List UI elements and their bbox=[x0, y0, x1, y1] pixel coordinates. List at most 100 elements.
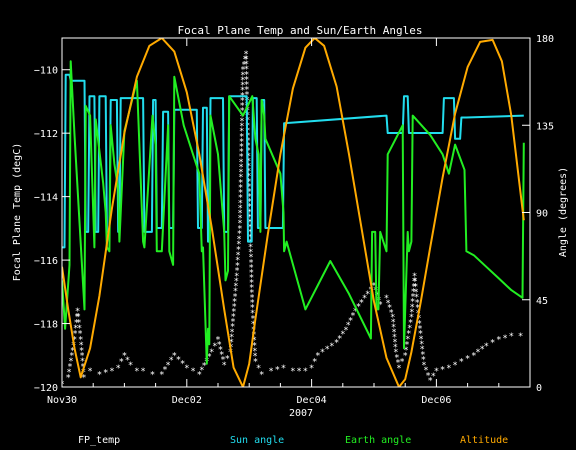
data-point-fill: * bbox=[229, 338, 234, 348]
data-point: * bbox=[81, 373, 86, 383]
data-point-fill: * bbox=[125, 356, 130, 366]
data-point-fill: * bbox=[247, 198, 252, 208]
data-point: * bbox=[222, 361, 227, 371]
data-point-fill: * bbox=[232, 297, 237, 307]
data-point: * bbox=[281, 364, 286, 374]
data-point: * bbox=[234, 272, 239, 282]
data-point-fill: * bbox=[246, 152, 251, 162]
data-point: * bbox=[134, 367, 139, 377]
data-point-fill: * bbox=[296, 367, 301, 377]
data-point-fill: * bbox=[410, 293, 415, 303]
data-point-fill: * bbox=[199, 366, 204, 376]
data-point-fill: * bbox=[238, 189, 243, 199]
data-point: * bbox=[324, 345, 329, 355]
data-point-fill: * bbox=[67, 363, 72, 373]
data-point-fill: * bbox=[391, 323, 396, 333]
data-point-fill: * bbox=[409, 308, 414, 318]
data-point-fill: * bbox=[73, 324, 78, 334]
data-point-fill: * bbox=[232, 302, 237, 312]
series-altitude bbox=[62, 38, 525, 387]
data-point-fill: * bbox=[238, 163, 243, 173]
data-point-fill: * bbox=[190, 367, 195, 377]
data-point-fill: * bbox=[237, 214, 242, 224]
data-point: * bbox=[509, 332, 514, 342]
data-point: * bbox=[415, 304, 420, 314]
data-point: * bbox=[471, 351, 476, 361]
data-point: * bbox=[209, 348, 214, 358]
data-point-fill: * bbox=[417, 319, 422, 329]
data-point-fill: * bbox=[235, 256, 240, 266]
data-point: * bbox=[268, 367, 273, 377]
data-point-fill: * bbox=[230, 318, 235, 328]
x-tick-label-0: Nov30 bbox=[47, 395, 77, 406]
data-point: * bbox=[97, 370, 102, 380]
data-point-fill: * bbox=[239, 122, 244, 132]
data-point-fill: * bbox=[68, 357, 73, 367]
data-point-fill: * bbox=[239, 107, 244, 117]
data-point-fill: * bbox=[238, 183, 243, 193]
legend: FP_temp Sun angle Earth angle Altitude bbox=[78, 435, 508, 446]
data-point-fill: * bbox=[180, 360, 185, 370]
data-point-fill: * bbox=[414, 293, 419, 303]
axes: Nov30 Dec02 Dec04 Dec06 −110 −112 −114 −116 −118… bbox=[34, 34, 554, 406]
data-point: * bbox=[309, 364, 314, 374]
data-point-fill: * bbox=[390, 318, 395, 328]
data-point-fill: * bbox=[218, 346, 223, 356]
data-point-fill: * bbox=[225, 354, 230, 364]
data-point-fill: * bbox=[212, 342, 217, 352]
data-point-fill: * bbox=[440, 366, 445, 376]
data-point-fill: * bbox=[246, 188, 251, 198]
data-point-fill: * bbox=[452, 361, 457, 371]
data-point-fill: * bbox=[431, 372, 436, 382]
data-point-fill: * bbox=[408, 319, 413, 329]
data-point-fill: * bbox=[168, 356, 173, 366]
data-point: * bbox=[393, 348, 398, 358]
data-point-fill: * bbox=[233, 287, 238, 297]
data-point: * bbox=[353, 307, 358, 317]
data-point-fill: * bbox=[359, 298, 364, 308]
data-point-fill: * bbox=[236, 246, 241, 256]
data-point: * bbox=[172, 351, 177, 361]
data-point: * bbox=[253, 358, 258, 368]
data-point-fill: * bbox=[235, 261, 240, 271]
data-point-fill: * bbox=[66, 368, 71, 378]
data-point-fill: * bbox=[418, 335, 423, 345]
data-point-fill: * bbox=[411, 287, 416, 297]
data-point-fill: * bbox=[246, 157, 251, 167]
data-point: * bbox=[290, 367, 295, 377]
data-point: * bbox=[303, 367, 308, 377]
y-right-tick-label-3: 135 bbox=[536, 121, 554, 132]
data-point-fill: * bbox=[238, 158, 243, 168]
data-point-fill: * bbox=[249, 283, 254, 293]
data-point-fill: * bbox=[490, 339, 495, 349]
data-point-fill: * bbox=[275, 366, 280, 376]
data-point-fill: * bbox=[411, 282, 416, 292]
data-point-fill: * bbox=[244, 75, 249, 85]
data-point-fill: * bbox=[77, 330, 82, 340]
data-point-fill: * bbox=[235, 251, 240, 261]
data-point-fill: * bbox=[249, 278, 254, 288]
data-point-fill: * bbox=[475, 348, 480, 358]
data-point: * bbox=[72, 335, 77, 345]
data-point: * bbox=[87, 367, 92, 377]
data-point: * bbox=[109, 367, 114, 377]
data-point-fill: * bbox=[248, 233, 253, 243]
data-point-fill: * bbox=[176, 356, 181, 366]
data-point-fill: * bbox=[244, 65, 249, 75]
data-point-fill: * bbox=[413, 288, 418, 298]
chart-title: Focal Plane Temp and Sun/Earth Angles bbox=[177, 24, 422, 37]
data-point: * bbox=[237, 224, 242, 234]
data-point: * bbox=[343, 326, 348, 336]
y-left-tick-label-1: −112 bbox=[34, 129, 58, 140]
data-point-fill: * bbox=[405, 335, 410, 345]
data-point-fill: * bbox=[79, 352, 84, 362]
data-point-fill: * bbox=[413, 283, 418, 293]
data-point: * bbox=[434, 367, 439, 377]
data-point-fill: * bbox=[219, 351, 224, 361]
y-left-tick-label-2: −114 bbox=[34, 193, 58, 204]
data-point-fill: * bbox=[249, 294, 254, 304]
data-point: * bbox=[334, 339, 339, 349]
data-point-fill: * bbox=[248, 263, 253, 273]
data-point: * bbox=[150, 370, 155, 380]
data-point-fill: * bbox=[248, 238, 253, 248]
